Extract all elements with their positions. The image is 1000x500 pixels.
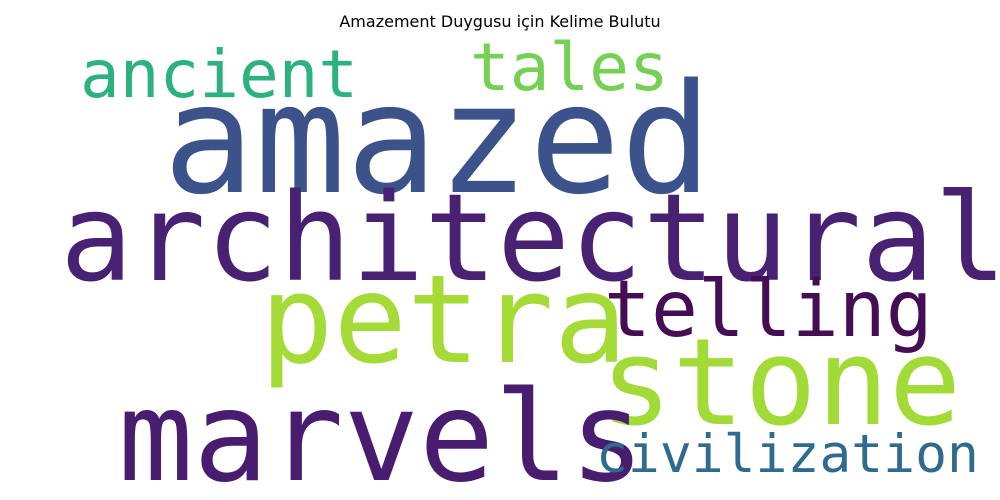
word-amazed: amazed: [163, 51, 712, 228]
word-ancient: ancient: [80, 36, 358, 113]
word-telling: telling: [604, 265, 933, 355]
word-architectural: architectural: [60, 168, 1000, 309]
word-petra: petra: [260, 249, 627, 391]
word-marvels: marvels: [118, 365, 645, 500]
word-civilization: civilization: [596, 424, 979, 485]
chart-title: Amazement Duygusu için Kelime Bulutu: [339, 12, 661, 31]
word-tales: tales: [470, 29, 669, 106]
word-stone: stone: [600, 314, 961, 453]
